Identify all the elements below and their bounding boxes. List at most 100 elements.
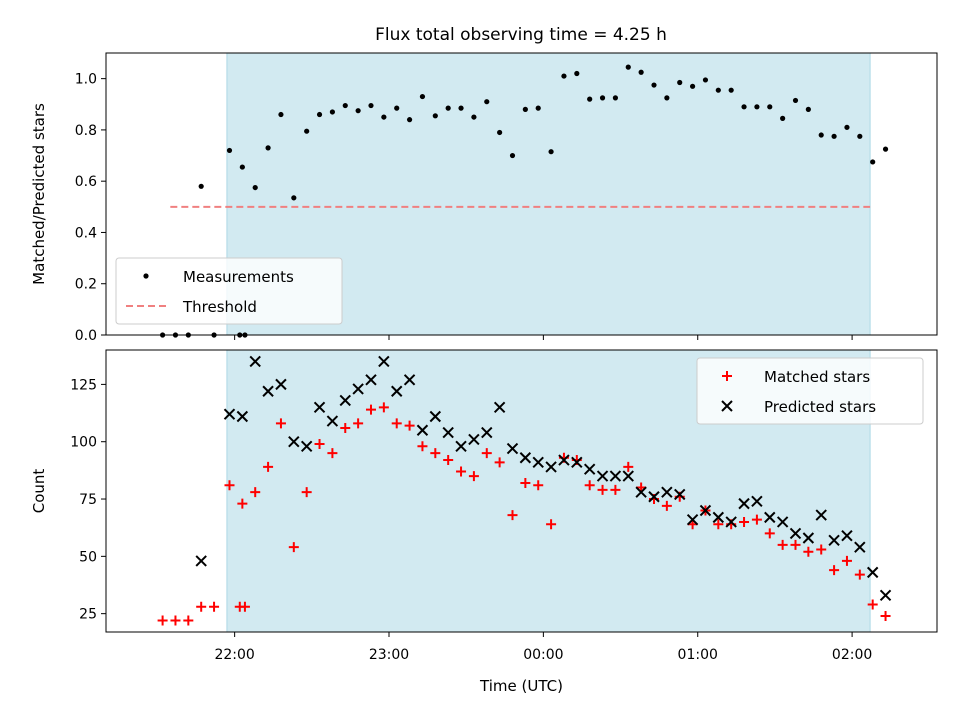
predicted-star-point	[493, 401, 506, 414]
measurement-point	[265, 145, 271, 151]
measurement-point	[702, 77, 709, 83]
measurement-point	[857, 133, 863, 139]
matched-star-point	[751, 514, 762, 525]
predicted-star-point	[776, 516, 789, 528]
measurement-point	[754, 104, 760, 110]
measurement-point	[458, 105, 464, 111]
measurement-point	[355, 108, 361, 114]
y-tick-label: 25	[79, 607, 97, 623]
matched-star-point	[764, 528, 775, 539]
measurement-point	[252, 184, 258, 191]
measurement-point	[342, 102, 348, 109]
measurement-point	[715, 87, 721, 93]
matched-star-point	[170, 615, 181, 626]
legend-x-marker	[721, 400, 733, 412]
predicted-star-point	[854, 541, 866, 553]
matched-star-point	[224, 480, 235, 491]
measurement-point	[198, 183, 204, 189]
matched-star-point	[841, 555, 852, 566]
predicted-star-point	[275, 378, 287, 391]
measurement-point	[728, 87, 734, 93]
measurement-point	[664, 95, 670, 101]
measurement-point	[419, 93, 426, 100]
bottom-count-panel: 25 50 75 100 125 22:00 23:00 00:00 01:00 02:00 Cou…	[30, 349, 938, 695]
measurement-point	[381, 114, 387, 120]
predicted-star-point	[725, 516, 737, 528]
measurement-point	[625, 64, 631, 70]
measurement-point	[406, 117, 413, 123]
predicted-star-point	[712, 511, 725, 524]
top-ratio-panel: 0.0 0.2 0.4 0.6 0.8 1.0 Matched/Predicted star…	[30, 52, 938, 344]
legend-label: Measurements	[183, 268, 294, 286]
measurement-point	[612, 95, 619, 101]
matched-star-point	[597, 484, 608, 495]
matched-star-point	[854, 569, 865, 580]
matched-star-point	[250, 487, 261, 498]
matched-star-point	[829, 565, 840, 576]
x-axis-label: Time (UTC)	[479, 677, 563, 695]
y-tick-label: 0.2	[75, 277, 97, 293]
matched-star-point	[867, 599, 878, 610]
measurement-point	[561, 73, 567, 79]
measurement-point	[574, 70, 580, 77]
matched-star-point	[353, 418, 364, 429]
matched-star-point	[239, 601, 250, 612]
predicted-star-point	[699, 504, 712, 517]
predicted-star-point	[249, 355, 261, 368]
measurement-point	[882, 146, 889, 152]
measurement-point	[651, 82, 657, 88]
axes-frame	[105, 349, 938, 633]
matched-star-point	[443, 455, 454, 466]
predicted-star-point	[236, 410, 249, 423]
matched-star-point	[288, 542, 299, 553]
predicted-star-point	[828, 534, 840, 547]
legend-plus-marker	[722, 371, 732, 381]
matched-star-point	[533, 480, 544, 491]
series-matched-stars	[157, 402, 891, 626]
y-tick-label: 0.0	[75, 328, 97, 344]
matched-star-point	[481, 448, 492, 459]
y-tick-label: 1.0	[75, 72, 97, 88]
predicted-star-point	[635, 486, 647, 498]
measurement-point	[278, 111, 284, 118]
measurement-point	[226, 147, 233, 154]
predicted-star-point	[802, 532, 815, 544]
predicted-star-point	[686, 513, 699, 526]
matched-star-point	[301, 487, 312, 498]
predicted-star-point	[313, 401, 326, 414]
predicted-star-point	[789, 527, 802, 540]
matched-star-point	[880, 610, 891, 621]
predicted-star-point	[622, 470, 634, 482]
measurement-point	[780, 115, 786, 121]
matched-star-point	[623, 461, 634, 472]
matched-star-point	[713, 519, 724, 530]
legend-dot-marker	[143, 273, 149, 279]
measurement-point	[432, 113, 438, 119]
measurement-point	[329, 109, 336, 115]
matched-star-point	[314, 439, 325, 449]
measurement-point	[741, 104, 747, 110]
matched-star-point	[468, 471, 479, 482]
matched-star-point	[378, 402, 389, 413]
predicted-star-point	[545, 461, 557, 473]
matched-star-point	[777, 539, 788, 550]
predicted-star-point	[365, 374, 377, 386]
matched-star-point	[816, 544, 827, 555]
predicted-star-point	[468, 433, 480, 446]
measurement-point	[368, 102, 374, 109]
measurement-point	[638, 69, 644, 75]
matched-star-point	[237, 498, 248, 509]
predicted-star-point	[223, 408, 236, 420]
matched-star-point	[456, 466, 467, 477]
y-tick-label: 75	[79, 492, 97, 508]
x-tick-label: 02:00	[832, 647, 872, 663]
predicted-star-point	[815, 509, 827, 521]
measurement-point	[509, 152, 516, 159]
matched-star-point	[739, 516, 750, 527]
matched-star-point	[340, 422, 351, 433]
measurement-point	[844, 124, 850, 130]
matched-star-point	[790, 539, 801, 550]
matched-star-point	[417, 441, 428, 452]
measurement-point	[316, 111, 323, 118]
